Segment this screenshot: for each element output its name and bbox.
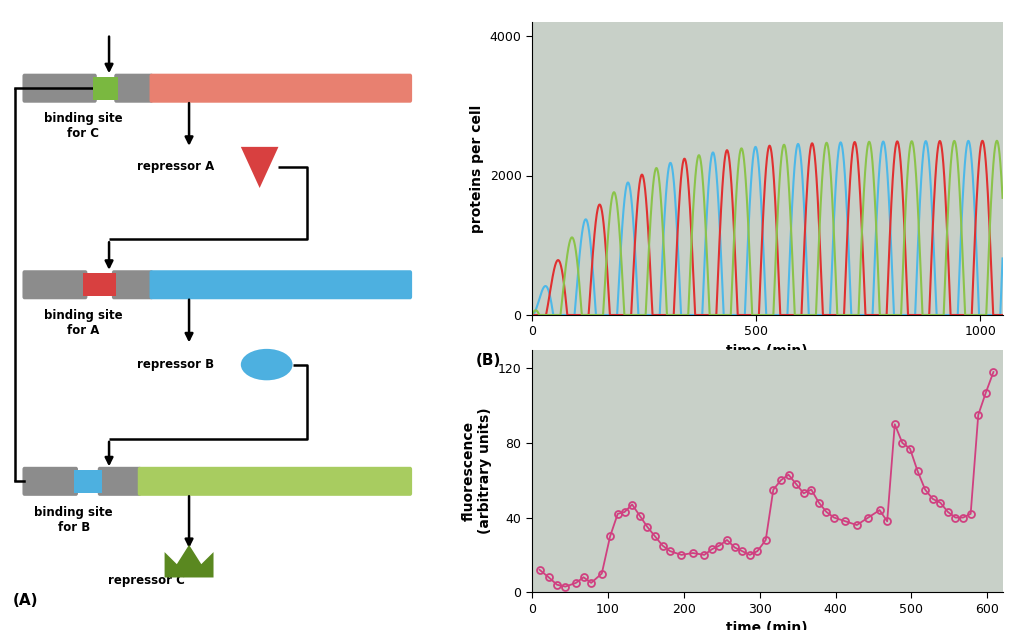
FancyBboxPatch shape [138,467,412,496]
FancyBboxPatch shape [149,74,412,103]
Y-axis label: proteins per cell: proteins per cell [471,105,484,232]
FancyBboxPatch shape [98,467,141,496]
Y-axis label: fluorescence
(arbitrary units): fluorescence (arbitrary units) [462,408,492,534]
Bar [93,77,119,100]
Text: binding site
for A: binding site for A [44,309,123,337]
Bar [83,273,117,296]
FancyBboxPatch shape [149,270,412,299]
FancyBboxPatch shape [23,467,78,496]
FancyBboxPatch shape [23,74,97,103]
FancyBboxPatch shape [23,270,87,299]
X-axis label: time (min): time (min) [726,621,808,630]
Text: (A): (A) [12,593,38,609]
Polygon shape [240,147,278,188]
Text: repressor C: repressor C [108,574,185,587]
Text: repressor B: repressor B [137,358,215,371]
FancyBboxPatch shape [112,270,153,299]
Ellipse shape [240,349,293,381]
Text: binding site
for B: binding site for B [35,505,114,534]
Bar [74,470,102,493]
Text: (B): (B) [476,353,501,368]
X-axis label: time (min): time (min) [726,344,808,358]
Text: binding site
for C: binding site for C [44,112,123,140]
FancyBboxPatch shape [115,74,153,103]
Text: repressor A: repressor A [137,160,215,173]
Polygon shape [165,545,214,578]
